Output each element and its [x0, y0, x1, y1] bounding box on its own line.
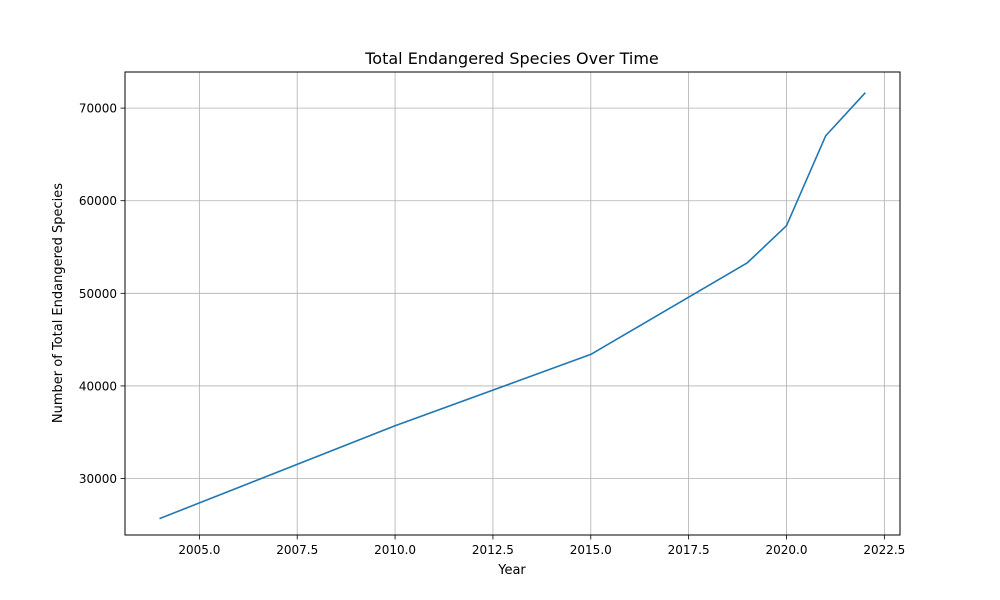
y-tick-label: 40000: [79, 379, 117, 393]
x-tick-label: 2017.5: [668, 543, 710, 557]
x-tick-label: 2010.0: [374, 543, 416, 557]
y-axis-label: Number of Total Endangered Species: [51, 183, 66, 423]
x-tick-label: 2007.5: [276, 543, 318, 557]
y-tick-label: 70000: [79, 102, 117, 116]
x-axis-label: Year: [497, 563, 526, 578]
y-tick-label: 60000: [79, 194, 117, 208]
y-tick-label: 50000: [79, 287, 117, 301]
series-layer: [159, 92, 866, 520]
series-line: [159, 92, 866, 520]
x-tick-label: 2015.0: [570, 543, 612, 557]
chart-title: Total Endangered Species Over Time: [364, 49, 659, 68]
y-axis: 30000 40000 50000 60000 70000: [79, 102, 125, 486]
x-tick-label: 2012.5: [472, 543, 514, 557]
x-axis: 2005.0 2007.5 2010.0 2012.5 2015.0 2017.5 2020…: [178, 535, 905, 557]
y-tick-label: 30000: [79, 472, 117, 486]
grid: [125, 72, 900, 535]
x-tick-label: 2005.0: [178, 543, 220, 557]
plot-area-frame: [124, 71, 901, 536]
x-tick-label: 2022.5: [863, 543, 905, 557]
x-tick-label: 2020.0: [765, 543, 807, 557]
